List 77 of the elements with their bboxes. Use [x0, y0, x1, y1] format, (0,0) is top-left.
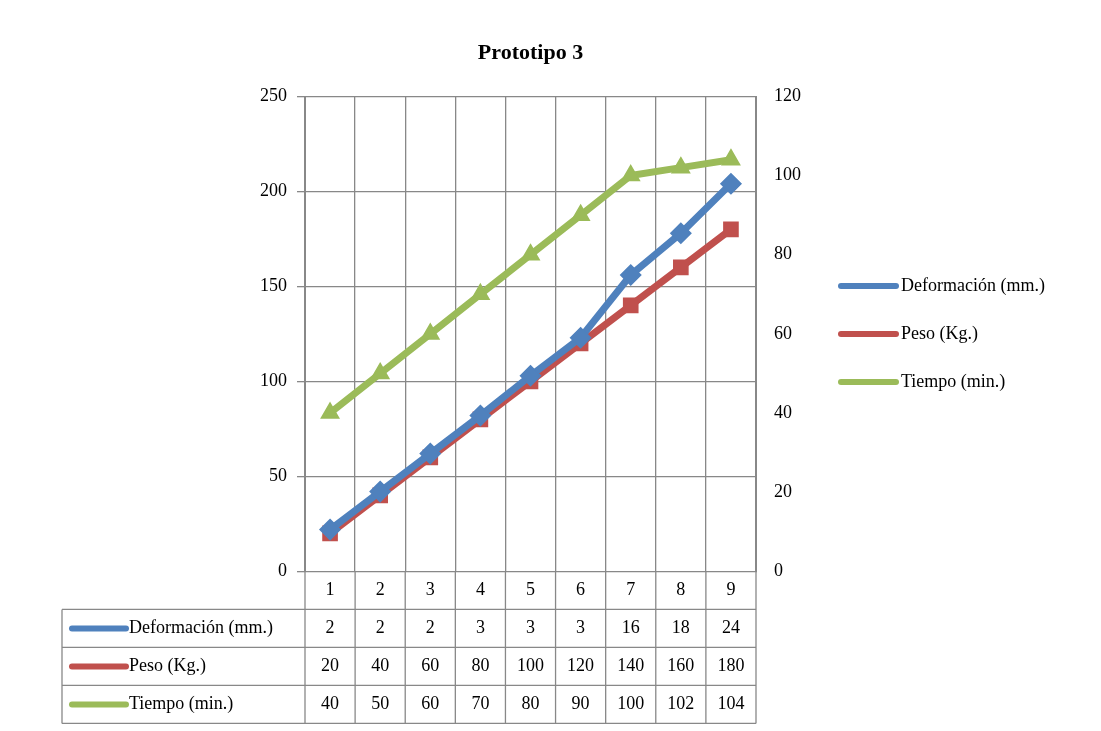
text: 16 [621, 617, 640, 638]
point [419, 442, 442, 465]
text: 24 [721, 617, 740, 638]
y-tick-label: 50 [269, 465, 287, 486]
point [619, 264, 642, 286]
legend-label: Peso (Kg.) [901, 322, 978, 344]
point [521, 243, 540, 261]
point [621, 164, 641, 182]
point [671, 156, 691, 174]
legend-label: Tiempo (min.) [901, 370, 1006, 392]
text: Tiempo (min.) [129, 693, 234, 714]
data-label: 90 [571, 693, 590, 714]
y-tick-label: 250 [260, 85, 287, 106]
data-label: 160 [667, 655, 695, 676]
y2-tick-label: 120 [774, 85, 801, 106]
data-label: 40 [371, 655, 390, 676]
x-tick-label: 8 [676, 578, 686, 599]
point [723, 221, 739, 238]
data-label: 120 [567, 655, 595, 676]
x-tick-label: 1 [325, 578, 335, 599]
y2-tick-label: 40 [774, 401, 792, 422]
x-tick-label: 5 [526, 578, 535, 599]
point [369, 480, 391, 503]
data-label: 100 [517, 655, 544, 676]
point [622, 297, 639, 314]
point [320, 402, 340, 419]
data-label: 180 [717, 655, 745, 676]
text: 3 [576, 617, 586, 638]
point [720, 173, 742, 195]
x-tick-label: 9 [726, 578, 736, 599]
x-tick-label: 4 [475, 578, 485, 599]
point [721, 148, 741, 166]
data-label: 80 [471, 655, 490, 676]
point [673, 259, 689, 276]
data-label: 60 [421, 693, 440, 714]
y-tick-label: 100 [260, 370, 287, 391]
x-tick-label: 2 [375, 578, 385, 599]
point [470, 283, 490, 301]
data-label: 70 [471, 693, 490, 714]
data-label: 102 [667, 693, 695, 714]
x-tick-label: 3 [425, 578, 435, 599]
text: 2 [425, 617, 435, 638]
point [319, 518, 341, 541]
point [420, 323, 440, 340]
data-label: 20 [321, 655, 340, 676]
y2-tick-label: 0 [774, 560, 783, 581]
point [571, 204, 591, 221]
text: Peso (Kg.) [129, 655, 206, 676]
data-label: 40 [321, 693, 340, 714]
x-tick-label: 6 [576, 578, 586, 599]
chart-title: Prototipo 3 [477, 38, 584, 64]
y-tick-label: 200 [260, 180, 287, 201]
point [569, 326, 592, 349]
text: 3 [526, 617, 535, 638]
y2-tick-label: 20 [774, 480, 792, 501]
text: 2 [375, 617, 385, 638]
data-label: 50 [371, 693, 390, 714]
data-label: 60 [421, 655, 440, 676]
text: Deformación (mm.) [901, 274, 1045, 295]
y-tick-label: 150 [260, 275, 287, 296]
text: 2 [325, 617, 335, 638]
text: 18 [671, 617, 690, 638]
data-label: 80 [521, 693, 540, 714]
legend-label: Deformación (mm.) [129, 617, 273, 639]
y2-tick-label: 60 [774, 322, 792, 343]
text: 3 [475, 617, 485, 638]
point [519, 364, 542, 387]
point [370, 362, 390, 380]
point [469, 404, 492, 427]
y2-tick-label: 100 [774, 164, 801, 185]
data-label: 140 [617, 655, 645, 676]
y-tick-label: 0 [278, 560, 287, 581]
data-label: 104 [717, 693, 745, 714]
x-tick-label: 7 [626, 578, 636, 599]
y2-tick-label: 80 [774, 243, 792, 264]
data-label: 100 [617, 693, 645, 714]
point [670, 222, 692, 244]
